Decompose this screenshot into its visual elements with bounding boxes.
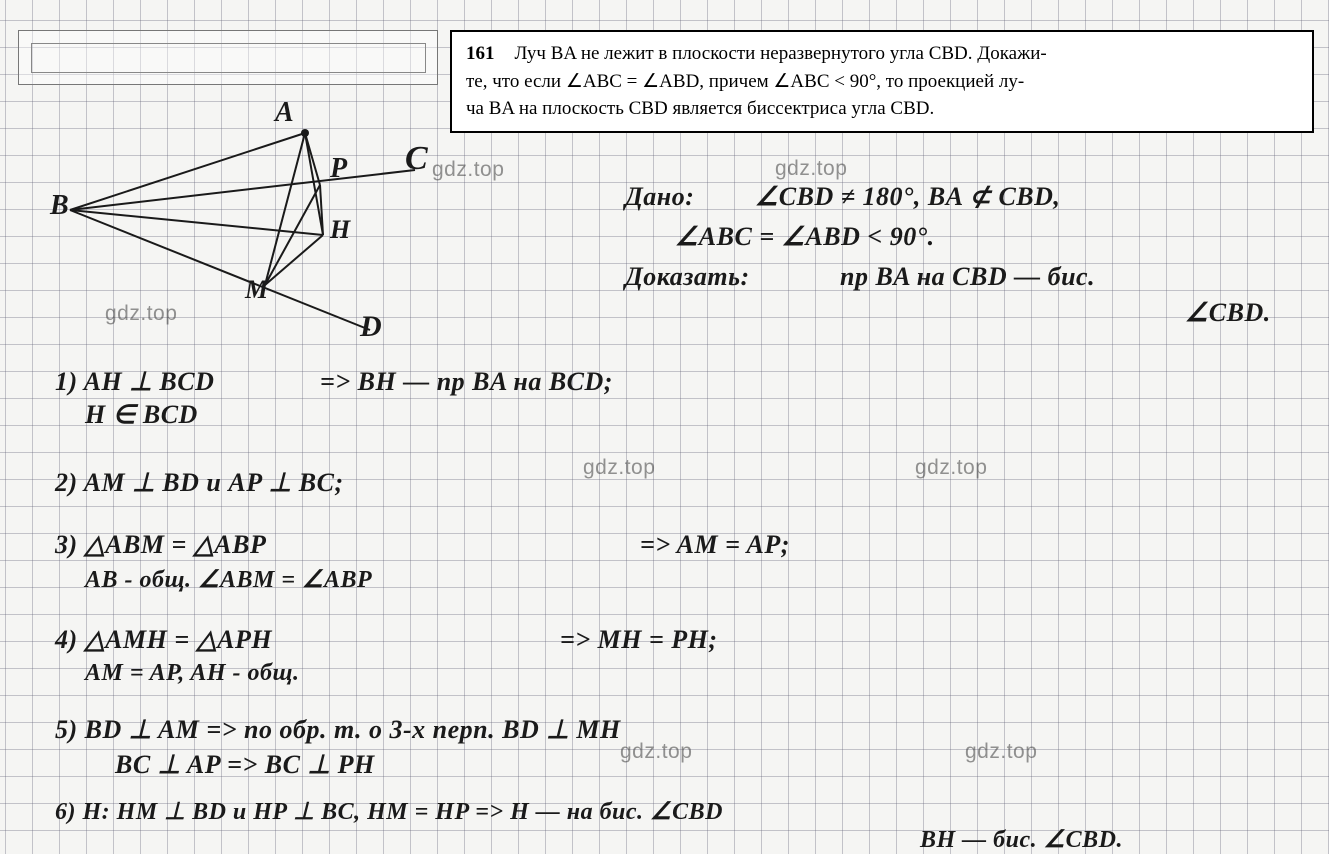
diagram-label-c: C (405, 140, 428, 178)
problem-text-line2: те, что если ∠ABC = ∠ABD, причем ∠ABC < … (466, 68, 1298, 96)
watermark: gdz.top (583, 456, 655, 480)
step1r: => BH — пр BA на BCD; (320, 367, 613, 397)
given-line1: ∠CBD ≠ 180°, BA ⊄ CBD, (755, 182, 1060, 212)
given-label: Дано: (625, 182, 694, 212)
step3b: AB - общ. ∠ABM = ∠ABP (85, 565, 372, 594)
tab-placeholder-outer (18, 30, 438, 85)
step2: 2) AM ⊥ BD и AP ⊥ BC; (55, 468, 344, 498)
prove-label: Доказать: (625, 262, 750, 292)
step6a: 6) H: HM ⊥ BD и HP ⊥ BC, HM = HP => H — … (55, 797, 723, 826)
step4b: AM = AP, AH - общ. (85, 660, 299, 687)
step1a: 1) AH ⊥ BCD (55, 367, 214, 397)
problem-text-line3: ча BA на плоскость CBD является биссектр… (466, 95, 1298, 123)
diagram-label-p: P (330, 153, 348, 185)
watermark: gdz.top (620, 740, 692, 764)
watermark: gdz.top (432, 158, 504, 182)
watermark: gdz.top (915, 456, 987, 480)
prove-text: пр BA на CBD — бис. (840, 262, 1095, 292)
prove-text2: ∠CBD. (1185, 298, 1271, 328)
step5b: BC ⊥ AP => BC ⊥ PH (115, 750, 375, 780)
step1b: H ∈ BCD (85, 400, 198, 430)
given-line2: ∠ABC = ∠ABD < 90°. (675, 222, 935, 252)
step6b: BH — бис. ∠CBD. (920, 825, 1123, 854)
diagram-label-m: M (245, 275, 269, 305)
step5a: 5) BD ⊥ AM => по обр. т. о 3-х перп. BD … (55, 715, 621, 745)
diagram-label-a: A (275, 97, 294, 129)
diagram-label-b: B (50, 190, 69, 222)
problem-text-line1: Луч BA не лежит в плоскости неразвернуто… (466, 40, 1298, 68)
watermark: gdz.top (965, 740, 1037, 764)
watermark: gdz.top (775, 157, 847, 181)
step3a: 3) △ABM = △ABP (55, 530, 266, 560)
watermark: gdz.top (105, 302, 177, 326)
tab-placeholder-inner (31, 43, 426, 73)
diagram-label-h: H (330, 215, 351, 245)
step4a: 4) △AMH = △APH (55, 625, 272, 655)
problem-number: 161 (466, 40, 495, 68)
diagram-label-d: D (360, 310, 382, 344)
step4r: => MH = PH; (560, 625, 718, 655)
step3r: => AM = AP; (640, 530, 790, 560)
problem-statement-box: 161 Луч BA не лежит в плоскости неразвер… (450, 30, 1314, 133)
